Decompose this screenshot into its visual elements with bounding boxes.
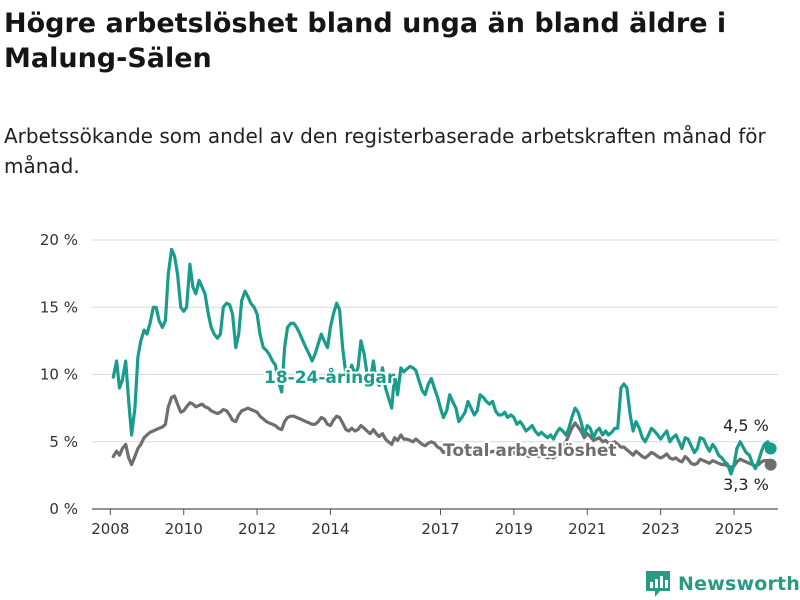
end-point-youth	[764, 442, 777, 455]
x-tick-label: 2025	[715, 520, 753, 538]
y-tick-label: 15 %	[40, 298, 78, 316]
y-tick-label: 5 %	[49, 433, 78, 451]
y-tick-label: 20 %	[40, 231, 78, 249]
series-line-youth	[111, 247, 773, 476]
x-tick-label: 2012	[238, 520, 276, 538]
series-lines	[111, 247, 777, 476]
chart-subtitle: Arbetssökande som andel av den registerb…	[4, 124, 766, 178]
series-labels: 18-24-åringar Total arbetslöshet 4,5 % 3,3 …	[262, 364, 769, 494]
x-tick-label: 2017	[421, 520, 459, 538]
x-tick-label: 2008	[91, 520, 129, 538]
y-tick-label: 0 %	[49, 500, 78, 518]
x-tick-label: 2014	[311, 520, 349, 538]
series-line-total	[111, 394, 773, 469]
end-label-total: 3,3 %	[723, 475, 769, 494]
newsworthy-chart-icon	[646, 571, 670, 597]
end-point-total	[764, 458, 777, 471]
x-tick-label: 2019	[495, 520, 533, 538]
series-label-youth: 18-24-åringar	[264, 366, 396, 388]
x-tick-label: 2010	[165, 520, 203, 538]
end-label-youth: 4,5 %	[723, 416, 769, 435]
y-axis-ticks: 0 % 5 % 10 % 15 % 20 %	[40, 231, 78, 518]
x-axis-ticks: 2008 2010 2012 2014 2017 2019 2021 2023 2025	[91, 509, 753, 538]
brand-name: Newsworthy	[678, 573, 800, 595]
series-label-total: Total arbetslöshet	[443, 441, 617, 461]
y-tick-label: 10 %	[40, 366, 78, 384]
x-tick-label: 2021	[568, 520, 606, 538]
newsworthy-logo[interactable]: Newsworthy	[644, 568, 800, 600]
gridlines	[92, 239, 778, 510]
x-tick-label: 2023	[642, 520, 680, 538]
chart-title: Högre arbetslöshet bland unga än bland ä…	[4, 8, 727, 74]
